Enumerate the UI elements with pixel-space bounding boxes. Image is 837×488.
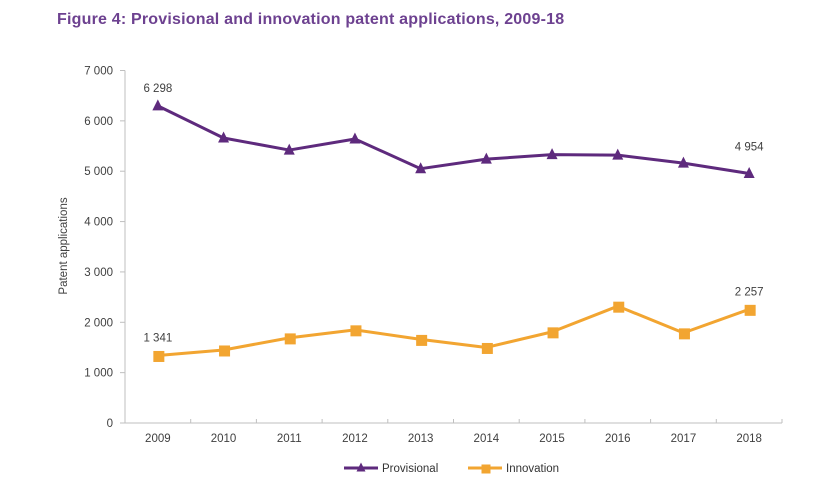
innovation-marker: [547, 327, 559, 339]
legend-innovation-label: Innovation: [506, 463, 559, 475]
provisional-line: [157, 104, 750, 176]
y-axis-tick-label: 7 000: [84, 66, 113, 78]
y-axis-tick-label: 3 000: [84, 267, 113, 279]
x-axis-tick-label: 2017: [671, 433, 697, 445]
data-label: 2 257: [735, 286, 764, 298]
x-axis-tick-label: 2010: [211, 433, 237, 445]
innovation-marker: [350, 325, 362, 337]
y-axis-tick-label: 0: [107, 418, 113, 430]
provisional-marker: [283, 143, 295, 155]
y-axis-tick-label: 2 000: [84, 317, 113, 329]
provisional-marker: [415, 162, 427, 174]
data-label: 1 341: [143, 332, 172, 344]
x-axis-tick-label: 2011: [277, 433, 302, 445]
y-axis-tick-label: 5 000: [84, 166, 113, 178]
y-axis-tick-label: 1 000: [84, 368, 113, 380]
innovation-marker: [153, 350, 165, 362]
x-axis-tick-label: 2018: [736, 433, 762, 445]
x-axis-tick-label: 2016: [605, 433, 631, 445]
provisional-marker: [349, 132, 361, 144]
provisional-marker: [546, 148, 558, 160]
provisional-marker: [743, 167, 755, 179]
x-axis-tick-label: 2014: [474, 433, 500, 445]
data-label: 4 954: [735, 142, 764, 154]
x-axis-tick-label: 2009: [145, 433, 171, 445]
innovation-marker: [613, 301, 625, 313]
data-label: 6 298: [143, 83, 172, 95]
provisional-marker: [480, 152, 492, 164]
y-axis-tick-label: 4 000: [84, 217, 113, 229]
y-axis-title: Patent applications: [58, 197, 70, 295]
x-axis-tick-label: 2012: [342, 433, 368, 445]
legend-innovation-marker: [481, 464, 491, 474]
provisional-marker: [152, 99, 164, 111]
x-axis-tick-label: 2015: [539, 433, 565, 445]
innovation-marker: [481, 342, 493, 354]
innovation-marker: [744, 304, 756, 316]
chart-title: Figure 4: Provisional and innovation pat…: [57, 11, 565, 28]
innovation-marker: [219, 345, 231, 357]
x-axis-tick-label: 2013: [408, 433, 434, 445]
innovation-marker: [416, 334, 428, 346]
provisional-marker: [612, 148, 624, 160]
legend-provisional-marker: [356, 462, 366, 472]
innovation-line: [157, 304, 750, 357]
innovation-marker: [284, 333, 296, 345]
legend-provisional-label: Provisional: [382, 463, 438, 475]
innovation-marker: [678, 328, 690, 340]
provisional-marker: [677, 156, 689, 168]
y-axis-tick-label: 6 000: [84, 116, 113, 128]
provisional-marker: [218, 131, 230, 143]
